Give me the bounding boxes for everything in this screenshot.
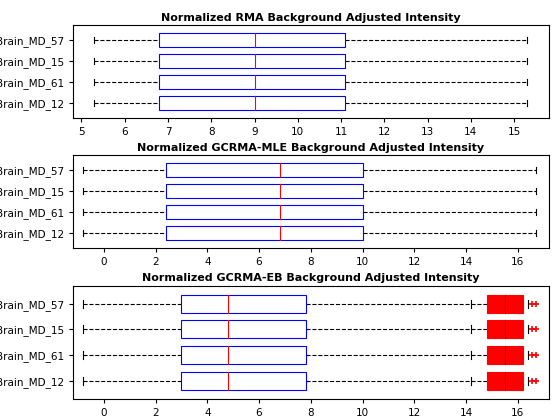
Bar (181, 320, 306, 339)
Bar (181, 372, 306, 390)
Title: Normalized GCRMA-EB Background Adjusted Intensity: Normalized GCRMA-EB Background Adjusted … (142, 273, 479, 284)
Bar (160, 32, 346, 47)
Bar (166, 205, 362, 219)
Bar (487, 294, 523, 312)
Bar (181, 346, 306, 364)
Bar (487, 372, 523, 390)
Bar (166, 184, 362, 198)
Bar (160, 95, 346, 110)
Bar (487, 320, 523, 339)
Bar (487, 346, 523, 364)
Bar (166, 163, 362, 177)
Title: Normalized GCRMA-MLE Background Adjusted Intensity: Normalized GCRMA-MLE Background Adjusted… (137, 143, 484, 153)
Bar (181, 294, 306, 312)
Bar (160, 75, 346, 89)
Title: Normalized RMA Background Adjusted Intensity: Normalized RMA Background Adjusted Inten… (161, 13, 461, 23)
Bar (160, 53, 346, 68)
Bar (166, 226, 362, 240)
